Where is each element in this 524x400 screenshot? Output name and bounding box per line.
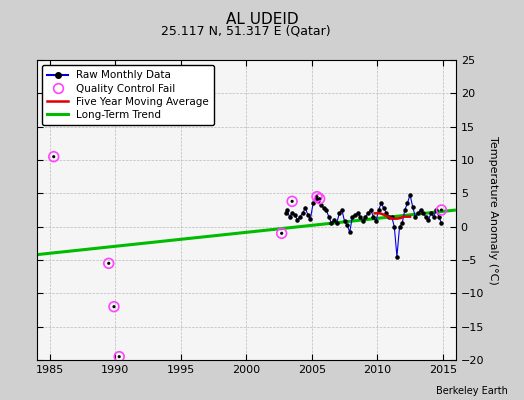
Point bbox=[288, 210, 297, 216]
Point bbox=[314, 197, 323, 203]
Point bbox=[299, 210, 307, 216]
Point bbox=[430, 214, 438, 220]
Point bbox=[325, 214, 333, 220]
Legend: Raw Monthly Data, Quality Control Fail, Five Year Moving Average, Long-Term Tren: Raw Monthly Data, Quality Control Fail, … bbox=[42, 65, 214, 125]
Point bbox=[115, 354, 124, 360]
Point bbox=[309, 200, 318, 206]
Point bbox=[351, 212, 359, 218]
Point bbox=[320, 205, 328, 211]
Point bbox=[419, 210, 428, 216]
Point bbox=[417, 207, 425, 213]
Point bbox=[288, 198, 297, 204]
Point bbox=[377, 200, 386, 206]
Point bbox=[396, 224, 404, 230]
Point bbox=[328, 220, 336, 226]
Title: 25.117 N, 51.317 E (Qatar): 25.117 N, 51.317 E (Qatar) bbox=[161, 25, 331, 38]
Point bbox=[438, 220, 446, 226]
Point bbox=[301, 205, 310, 211]
Point bbox=[372, 218, 380, 224]
Point bbox=[278, 230, 286, 236]
Point bbox=[333, 220, 341, 226]
Point bbox=[398, 220, 407, 226]
Point bbox=[296, 214, 304, 220]
Point bbox=[427, 210, 435, 216]
Point bbox=[406, 192, 414, 198]
Point bbox=[307, 216, 315, 222]
Point bbox=[385, 214, 394, 220]
Point bbox=[288, 198, 297, 204]
Y-axis label: Temperature Anomaly (°C): Temperature Anomaly (°C) bbox=[488, 136, 498, 284]
Point bbox=[348, 214, 356, 220]
Point bbox=[356, 214, 365, 220]
Point bbox=[438, 207, 446, 213]
Point bbox=[383, 210, 391, 216]
Point bbox=[411, 214, 420, 220]
Point bbox=[346, 229, 354, 235]
Point bbox=[409, 204, 417, 210]
Point bbox=[335, 210, 344, 216]
Point bbox=[312, 196, 320, 202]
Point bbox=[317, 202, 325, 208]
Point bbox=[281, 210, 290, 216]
Point bbox=[313, 194, 321, 200]
Point bbox=[367, 207, 375, 213]
Point bbox=[401, 207, 409, 213]
Point bbox=[375, 207, 383, 213]
Point bbox=[390, 224, 399, 230]
Point bbox=[304, 212, 312, 218]
Point bbox=[293, 217, 302, 223]
Point bbox=[315, 196, 324, 202]
Point bbox=[413, 210, 422, 216]
Point bbox=[313, 194, 321, 200]
Point bbox=[393, 254, 401, 260]
Point bbox=[110, 304, 118, 310]
Point bbox=[354, 210, 362, 216]
Point bbox=[330, 217, 339, 223]
Point bbox=[343, 222, 352, 228]
Text: AL UDEID: AL UDEID bbox=[226, 12, 298, 27]
Point bbox=[387, 214, 396, 220]
Point bbox=[359, 218, 367, 224]
Point bbox=[435, 214, 443, 220]
Point bbox=[424, 217, 433, 223]
Point bbox=[369, 214, 378, 220]
Point bbox=[422, 214, 430, 220]
Point bbox=[380, 205, 388, 211]
Point bbox=[322, 207, 330, 213]
Text: Berkeley Earth: Berkeley Earth bbox=[436, 386, 508, 396]
Point bbox=[315, 196, 324, 202]
Point bbox=[438, 207, 446, 213]
Point bbox=[50, 154, 58, 160]
Point bbox=[105, 260, 113, 266]
Point bbox=[110, 304, 118, 310]
Point bbox=[432, 207, 441, 213]
Point bbox=[282, 207, 291, 213]
Point bbox=[341, 218, 349, 224]
Point bbox=[403, 200, 411, 206]
Point bbox=[286, 214, 294, 220]
Point bbox=[115, 354, 124, 360]
Point bbox=[291, 212, 299, 218]
Point bbox=[50, 154, 58, 160]
Point bbox=[337, 207, 346, 213]
Point bbox=[362, 214, 370, 220]
Point bbox=[105, 260, 113, 266]
Point bbox=[364, 210, 373, 216]
Point bbox=[278, 230, 286, 236]
